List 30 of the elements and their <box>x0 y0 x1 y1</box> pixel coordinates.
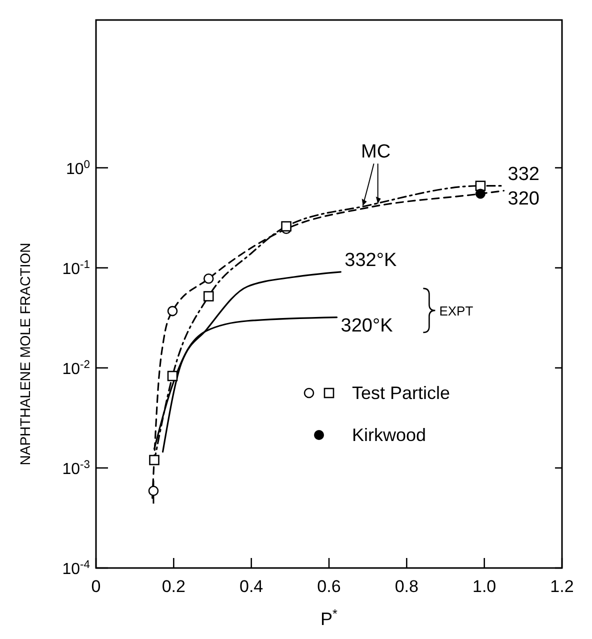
x-tick-label: 0.2 <box>162 577 186 596</box>
series-label: 332 <box>508 164 540 185</box>
series-label: 320 <box>508 188 540 210</box>
point <box>281 221 292 232</box>
point <box>203 291 214 302</box>
legend-label: Test Particle <box>352 383 450 403</box>
x-tick-label: 0.4 <box>240 577 264 596</box>
point <box>148 486 159 496</box>
y-axis-title: NAPHTHALENE MOLE FRACTION <box>17 242 33 466</box>
point <box>149 454 160 466</box>
y-tick-label: 10$^{-2}$ <box>62 358 90 378</box>
x-tick-label: 0 <box>91 577 101 596</box>
series-label: 320°K <box>340 315 394 336</box>
series-label: 332°K <box>344 250 397 271</box>
y-tick-label: 10$^{-4}$ <box>62 559 90 578</box>
x-tick-label: 1.2 <box>550 577 574 596</box>
x-axis-title: P$^{*}$ <box>320 607 338 629</box>
y-tick-label: 10$^{0}$ <box>66 158 90 178</box>
annotation: MC <box>361 142 391 163</box>
point <box>167 370 178 382</box>
point <box>475 188 486 199</box>
point <box>203 273 214 284</box>
y-tick-label: 10$^{-1}$ <box>62 258 90 278</box>
x-tick-label: 0.6 <box>317 577 341 596</box>
legend-label: Kirkwood <box>352 425 426 445</box>
y-tick-label: 10$^{-3}$ <box>62 458 90 478</box>
x-tick-label: 0.8 <box>394 577 418 596</box>
point <box>167 306 178 316</box>
annotation: EXPT <box>439 303 474 318</box>
x-tick-label: 1.0 <box>472 577 496 596</box>
